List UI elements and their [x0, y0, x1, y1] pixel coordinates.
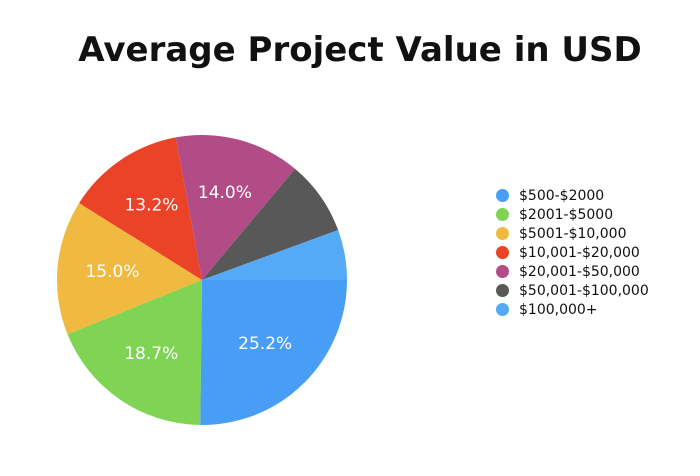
- legend-item-100-000: $100,000+: [496, 300, 649, 319]
- legend-label: $10,001-$20,000: [519, 244, 640, 261]
- pie-slice-500-2000: [200, 280, 347, 425]
- pie-labels: 25.2% 18.7% 15.0% 13.2% 14.0%: [85, 183, 292, 364]
- pie-slice-20-001-50-000: [175, 135, 296, 280]
- slice-label-500-2000: 25.2%: [238, 334, 292, 354]
- legend-label: $100,000+: [519, 301, 598, 318]
- pie-slice-100-000: [202, 230, 347, 280]
- legend-label: $2001-$5000: [519, 206, 614, 223]
- legend-item-10-001-20-000: $10,001-$20,000: [496, 243, 649, 262]
- legend-label: $5001-$10,000: [519, 225, 627, 242]
- slice-label-10-001-20-000: 13.2%: [124, 196, 178, 216]
- legend-swatch: [496, 284, 509, 297]
- slice-label-2001-5000: 18.7%: [124, 344, 178, 364]
- legend-label: $20,001-$50,000: [519, 263, 640, 280]
- chart-title: Average Project Value in USD: [78, 30, 642, 70]
- legend-item-20-001-50-000: $20,001-$50,000: [496, 262, 649, 281]
- legend-label: $500-$2000: [519, 187, 605, 204]
- legend-swatch: [496, 227, 509, 240]
- legend-swatch: [496, 265, 509, 278]
- legend-swatch: [496, 303, 509, 316]
- legend-item-50-001-100-000: $50,001-$100,000: [496, 281, 649, 300]
- pie-slice-5001-10-000: [56, 203, 202, 335]
- legend-swatch: [496, 189, 509, 202]
- legend-item-2001-5000: $2001-$5000: [496, 205, 649, 224]
- legend-item-500-2000: $500-$2000: [496, 186, 649, 205]
- legend: $500-$2000 $2001-$5000 $5001-$10,000 $10,00…: [496, 186, 649, 319]
- slice-label-20-001-50-000: 14.0%: [198, 183, 252, 203]
- legend-item-5001-10-000: $5001-$10,000: [496, 224, 649, 243]
- pie-slices: [56, 135, 347, 425]
- pie-slice-50-001-100-000: [202, 168, 339, 280]
- legend-swatch: [496, 246, 509, 259]
- legend-label: $50,001-$100,000: [519, 282, 649, 299]
- legend-swatch: [496, 208, 509, 221]
- pie-slice-2001-5000: [67, 280, 203, 425]
- pie-slice-10-001-20-000: [79, 137, 202, 280]
- slice-label-5001-10-000: 15.0%: [85, 262, 139, 282]
